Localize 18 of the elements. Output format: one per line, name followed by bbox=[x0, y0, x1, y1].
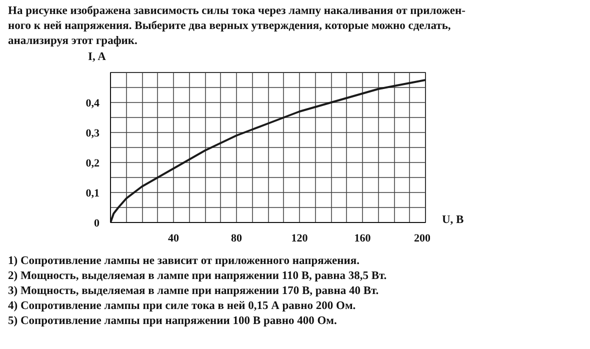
text: 1) Сопротивление лампы не зависит от приложенного напряжения. bbox=[8, 255, 360, 267]
y-tick-label: 0,2 bbox=[86, 158, 100, 170]
text: 3) Мощность, выделяемая в лампе при напряжении 170 В, равна 40 Вт. bbox=[8, 284, 379, 297]
text: 2) Мощность, выделяемая в лампе при напряжении 110 В, равна 38,5 Вт. bbox=[8, 270, 387, 282]
y-tick-label: 0,1 bbox=[86, 188, 100, 200]
text: 5) Сопротивление лампы при напряжении 100 В равно 400 Ом. bbox=[8, 314, 337, 327]
x-axis-title: U, В bbox=[442, 213, 464, 228]
chart-title: На рисунке изображена зависимость силы тока через лампу накаливания от приложен- ного к ней напряжения. Выберите два верных утверждения, которые можно сделать, анализируя этот график. bbox=[8, 4, 466, 49]
x-tick-label: 80 bbox=[231, 232, 242, 244]
x-tick-label: 40 bbox=[168, 232, 180, 244]
y-tick-label: 0,4 bbox=[86, 98, 100, 110]
y-tick-label: 0,3 bbox=[86, 128, 100, 140]
x-tick-label: 200 bbox=[414, 232, 431, 244]
x-tick-label: 160 bbox=[354, 232, 372, 244]
x-tick-label: 120 bbox=[291, 232, 308, 244]
y-tick-label: 0 bbox=[94, 218, 100, 230]
y-axis-title: I, A bbox=[88, 50, 106, 65]
text: 4) Сопротивление лампы при силе тока в ней 0,15 А равно 200 Ом. bbox=[8, 300, 356, 312]
